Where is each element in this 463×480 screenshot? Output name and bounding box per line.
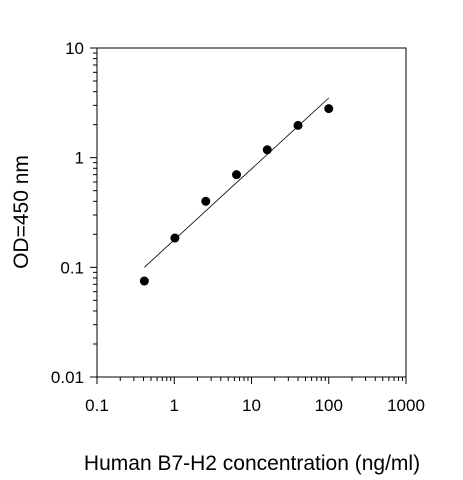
x-axis-ticks (96, 377, 407, 384)
y-tick-label: 0.1 (60, 258, 84, 277)
y-axis-tick-labels: 0.01 0.1 1 10 (51, 39, 84, 387)
x-axis-title: Human B7-H2 concentration (ng/ml) (84, 452, 420, 475)
y-tick-label: 1 (75, 149, 84, 168)
y-tick-label: 10 (65, 39, 84, 58)
y-axis-title: OD=450 nm (10, 155, 33, 269)
data-point (170, 233, 180, 243)
data-point (262, 145, 272, 155)
x-tick-label: 1000 (387, 396, 425, 415)
data-point (293, 120, 303, 130)
x-tick-label: 10 (242, 396, 261, 415)
data-point (201, 196, 211, 206)
y-tick-label: 0.01 (51, 368, 84, 387)
y-axis-ticks (90, 47, 97, 378)
data-point (232, 170, 242, 180)
x-tick-label: 100 (315, 396, 343, 415)
data-points (139, 104, 334, 286)
plot-frame (96, 47, 407, 378)
plot-area-border (96, 47, 407, 378)
x-tick-label: 0.1 (85, 396, 109, 415)
x-axis-tick-labels: 0.1 1 10 100 1000 (85, 396, 425, 415)
data-point (324, 104, 334, 114)
data-point (139, 276, 149, 286)
x-tick-label: 1 (170, 396, 179, 415)
